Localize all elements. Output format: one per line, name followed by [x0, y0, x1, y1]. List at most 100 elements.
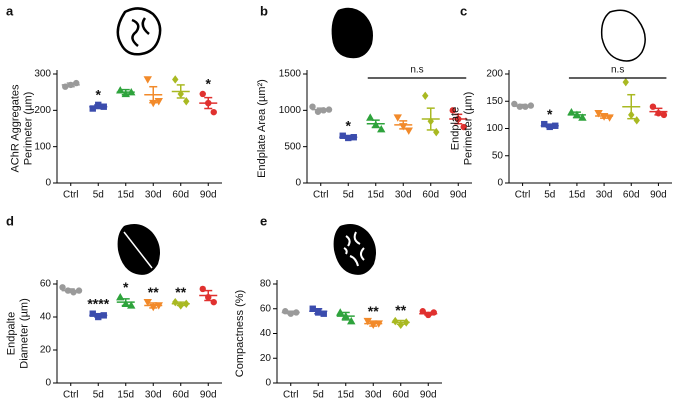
x-tick-label: 60d — [172, 190, 189, 201]
point — [336, 308, 345, 316]
x-tick-label: 5d — [93, 190, 104, 201]
x-tick-label: Ctrl — [283, 390, 299, 401]
y-tick-label: 1000 — [279, 105, 302, 116]
icon-arrow — [123, 231, 153, 269]
x-tick-label: 90d — [650, 190, 667, 201]
x-tick-label: 60d — [172, 390, 189, 401]
x-tick-label: Ctrl — [313, 190, 329, 201]
point — [183, 97, 190, 106]
icon-outline — [600, 9, 646, 62]
bracket-label: n.s — [611, 65, 624, 76]
point — [89, 310, 96, 317]
panel-label: c — [460, 3, 467, 18]
y-tick-label: 50 — [492, 150, 504, 161]
point — [393, 114, 402, 122]
significance: * — [346, 117, 352, 133]
panel-label: d — [6, 213, 14, 228]
point — [89, 105, 96, 112]
y-tick-label: 60 — [260, 303, 272, 314]
point — [320, 310, 327, 317]
point — [309, 305, 316, 312]
y-tick-label: 200 — [34, 105, 51, 116]
y-axis-label-line: Endplate — [449, 107, 461, 150]
point — [172, 75, 179, 84]
point — [210, 108, 217, 116]
point — [366, 113, 375, 121]
point — [567, 107, 576, 116]
y-axis-label-line: Diameter (µm) — [18, 298, 30, 369]
x-tick-label: 5d — [93, 390, 104, 401]
significance: ** — [175, 284, 186, 300]
y-axis-label: Endpalte Diameter (µm) — [5, 298, 30, 369]
y-tick-label: 80 — [260, 279, 272, 290]
icon-filled — [117, 224, 160, 275]
y-axis-label-line: Endplate Area (µm²) — [256, 79, 268, 178]
y-tick-label: 60 — [40, 279, 52, 290]
icon-filled — [333, 224, 376, 275]
x-tick-label: 15d — [367, 190, 384, 201]
point — [309, 103, 316, 110]
significance: ** — [148, 284, 159, 300]
point — [154, 98, 163, 106]
y-tick-label: 40 — [260, 328, 272, 339]
point — [363, 317, 372, 326]
significance: * — [206, 76, 212, 92]
y-axis-label-line: AChR Aggregates — [9, 84, 21, 173]
panel-label: a — [6, 3, 14, 18]
significance: * — [547, 106, 553, 122]
y-tick-label: 0 — [295, 178, 301, 189]
significance: ** — [368, 303, 379, 319]
y-axis-label: Endplate Perimeter (µm) — [449, 92, 474, 166]
y-axis-label: AChR Aggregates Perimeter (µm) — [9, 84, 34, 173]
x-tick-label: 5d — [544, 190, 555, 201]
y-tick-label: 0 — [497, 178, 503, 189]
x-tick-label: 15d — [569, 190, 586, 201]
bracket-label: n.s — [410, 65, 423, 76]
significance: ** — [395, 302, 406, 318]
point — [143, 76, 152, 84]
y-tick-label: 100 — [486, 123, 503, 134]
x-tick-label: 15d — [117, 390, 134, 401]
x-tick-label: 90d — [450, 190, 467, 201]
point — [541, 120, 548, 128]
point — [143, 298, 152, 307]
point — [172, 297, 179, 307]
x-tick-label: 60d — [623, 190, 640, 201]
y-tick-label: 20 — [40, 345, 52, 356]
x-tick-label: Ctrl — [63, 390, 79, 401]
y-tick-label: 200 — [486, 69, 503, 80]
x-tick-label: Ctrl — [515, 190, 531, 201]
x-tick-label: 30d — [145, 190, 162, 201]
y-tick-label: 150 — [486, 96, 503, 107]
point — [392, 316, 399, 326]
point — [622, 77, 629, 87]
y-tick-label: 100 — [34, 141, 51, 152]
x-tick-label: 90d — [200, 190, 217, 201]
y-axis-label-line: Endpalte — [5, 312, 17, 355]
y-tick-label: 500 — [284, 141, 301, 152]
x-tick-label: 30d — [365, 390, 382, 401]
x-tick-label: 30d — [145, 390, 162, 401]
point — [339, 132, 346, 139]
x-tick-label: 60d — [392, 390, 409, 401]
panel-label: b — [260, 3, 268, 18]
y-tick-label: 0 — [265, 378, 271, 389]
point — [460, 123, 467, 131]
x-tick-label: 5d — [313, 390, 324, 401]
y-tick-label: 300 — [34, 69, 51, 80]
x-tick-label: Ctrl — [63, 190, 79, 201]
x-tick-label: 30d — [395, 190, 412, 201]
y-tick-label: 1500 — [279, 69, 302, 80]
icon-holes — [343, 231, 365, 267]
point — [59, 284, 66, 291]
x-tick-label: 90d — [420, 390, 437, 401]
y-tick-label: 0 — [45, 178, 51, 189]
y-axis-label: Compactness (%) — [234, 290, 246, 377]
x-tick-label: 5d — [343, 190, 354, 201]
y-tick-label: 0 — [45, 378, 51, 389]
significance: **** — [87, 295, 109, 311]
point — [433, 127, 440, 137]
x-tick-label: 15d — [337, 390, 354, 401]
point — [149, 99, 158, 108]
